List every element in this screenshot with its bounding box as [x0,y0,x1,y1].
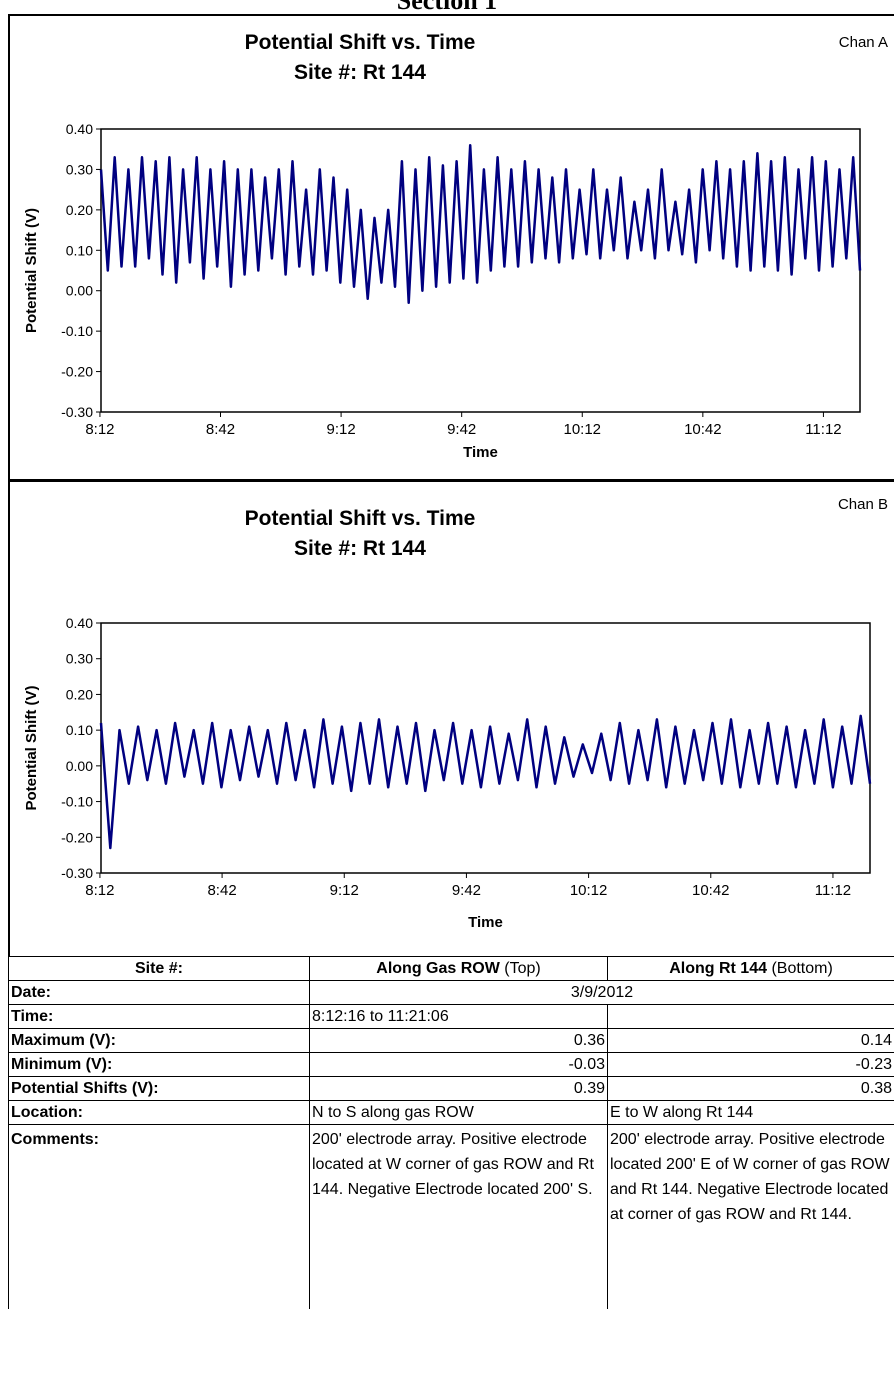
table-row-time: Time: 8:12:16 to 11:21:06 [8,1004,894,1029]
chart-b-y-tick-label: 0.10 [66,722,93,738]
chart-a-x-tick-label: 10:42 [684,421,722,438]
chart-a-x-tick-label: 9:12 [326,421,355,438]
chart-a-y-axis-label: Potential Shift (V) [23,208,40,333]
chart-b-subtitle: Site #: Rt 144 [294,537,426,560]
shifts-col1: 0.39 [309,1076,608,1101]
comments-col2: 200' electrode array. Positive electrode… [607,1124,894,1309]
chart-a-x-tick-label: 8:42 [206,421,235,438]
chart-a-y-tick-label: -0.10 [61,323,93,339]
table-row-shifts: Potential Shifts (V): 0.39 0.38 [8,1076,894,1101]
table-row-maximum: Maximum (V): 0.36 0.14 [8,1028,894,1053]
header-col-gas-row: Along Gas ROW (Top) [309,956,608,981]
chart-b-y-tick-label: -0.10 [61,794,93,810]
table-header-row: Site #: Along Gas ROW (Top) Along Rt 144… [8,956,894,981]
chart-b-y-axis-label: Potential Shift (V) [23,686,40,811]
chart-a-y-tick-label: 0.40 [66,121,93,137]
chart-a-y-tick-label: 0.30 [66,161,93,177]
chart-b-x-tick-label: 11:12 [815,882,851,899]
chart-a-x-tick-label: 11:12 [805,421,841,438]
time-empty-cell [607,1004,894,1029]
chart-b-x-tick-label: 10:42 [692,882,730,899]
header-col2-note: (Bottom) [767,960,833,977]
chart-b-y-tick-label: 0.20 [66,686,93,702]
maximum-label: Maximum (V): [8,1028,310,1053]
time-value: 8:12:16 to 11:21:06 [309,1004,608,1029]
chart-a-svg: 0.40 0.30 0.20 0.10 0.00 -0.10 -0.20 -0.308:12 8… [23,121,862,461]
chart-b-svg: 0.40 0.30 0.20 0.10 0.00 -0.10 -0.20 -0.308:12 8… [23,615,872,931]
chart-a-series-line [99,143,862,305]
header-col1-bold: Along Gas ROW [376,960,500,977]
minimum-label: Minimum (V): [8,1052,310,1077]
section-title: Section 1 [396,0,498,15]
chart-a-channel-label: Chan A [838,34,888,51]
summary-table: Site #: Along Gas ROW (Top) Along Rt 144… [8,956,894,1309]
chart-b-x-axis-label: Time [468,914,503,931]
chart-b-y-tick-label: 0.30 [66,651,93,667]
location-col2: E to W along Rt 144 [607,1100,894,1125]
chart-a-x-tick-label: 9:42 [447,421,476,438]
chart-a-plot-frame [100,128,861,413]
chart-a-x-axis-label: Time [463,444,498,461]
table-row-minimum: Minimum (V): -0.03 -0.23 [8,1052,894,1077]
header-col2-bold: Along Rt 144 [669,960,767,977]
shifts-col2: 0.38 [607,1076,894,1101]
maximum-col1: 0.36 [309,1028,608,1053]
comments-label: Comments: [8,1124,310,1309]
chart-a-y-tick-label: -0.20 [61,364,93,380]
chart-a-x-tick-label: 8:12 [85,421,114,438]
chart-b-y-tick-label: 0.00 [66,758,93,774]
maximum-col2: 0.14 [607,1028,894,1053]
chart-b-y-tick-label: -0.20 [61,829,93,845]
chart-panel-chan-a: Potential Shift vs. Time Site #: Rt 144 … [8,14,894,482]
chart-a-x-tick-label: 10:12 [563,421,601,438]
location-label: Location: [8,1100,310,1125]
chart-a-subtitle: Site #: Rt 144 [294,61,426,84]
header-col-rt144: Along Rt 144 (Bottom) [607,956,894,981]
chart-b-title: Potential Shift vs. Time [244,507,476,530]
chart-b-x-tick-label: 9:12 [330,882,359,899]
chart-b-y-tick-label: 0.40 [66,615,93,631]
minimum-col1: -0.03 [309,1052,608,1077]
table-row-date: Date: 3/9/2012 [8,980,894,1005]
header-site-label: Site #: [8,956,310,981]
chart-b-x-tick-label: 9:42 [452,882,481,899]
location-col1: N to S along gas ROW [309,1100,608,1125]
table-row-location: Location: N to S along gas ROW E to W al… [8,1100,894,1125]
chart-a-y-tick-label: 0.10 [66,242,93,258]
shifts-label: Potential Shifts (V): [8,1076,310,1101]
chart-panel-chan-b: Potential Shift vs. Time Site #: Rt 144 … [8,482,894,956]
chart-a-y-tick-label: 0.20 [66,202,93,218]
table-row-comments: Comments: 200' electrode array. Positive… [8,1124,894,1309]
chart-b-x-tick-label: 8:12 [85,882,114,899]
chart-a-y-tick-label: -0.30 [61,404,93,420]
chart-b-y-tick-label: -0.30 [61,865,93,881]
chart-b-x-tick-label: 8:42 [207,882,236,899]
date-label: Date: [8,980,310,1005]
chart-a-title: Potential Shift vs. Time [244,31,476,54]
time-label: Time: [8,1004,310,1029]
chart-b-channel-label: Chan B [837,496,888,513]
comments-col1: 200' electrode array. Positive electrode… [309,1124,608,1309]
chart-a-y-tick-label: 0.00 [66,283,93,299]
header-col1-note: (Top) [499,960,541,977]
chart-b-plot-frame [100,622,871,874]
chart-b-series-line [99,714,872,850]
chart-b-x-tick-label: 10:12 [570,882,608,899]
date-value: 3/9/2012 [309,980,894,1005]
minimum-col2: -0.23 [607,1052,894,1077]
